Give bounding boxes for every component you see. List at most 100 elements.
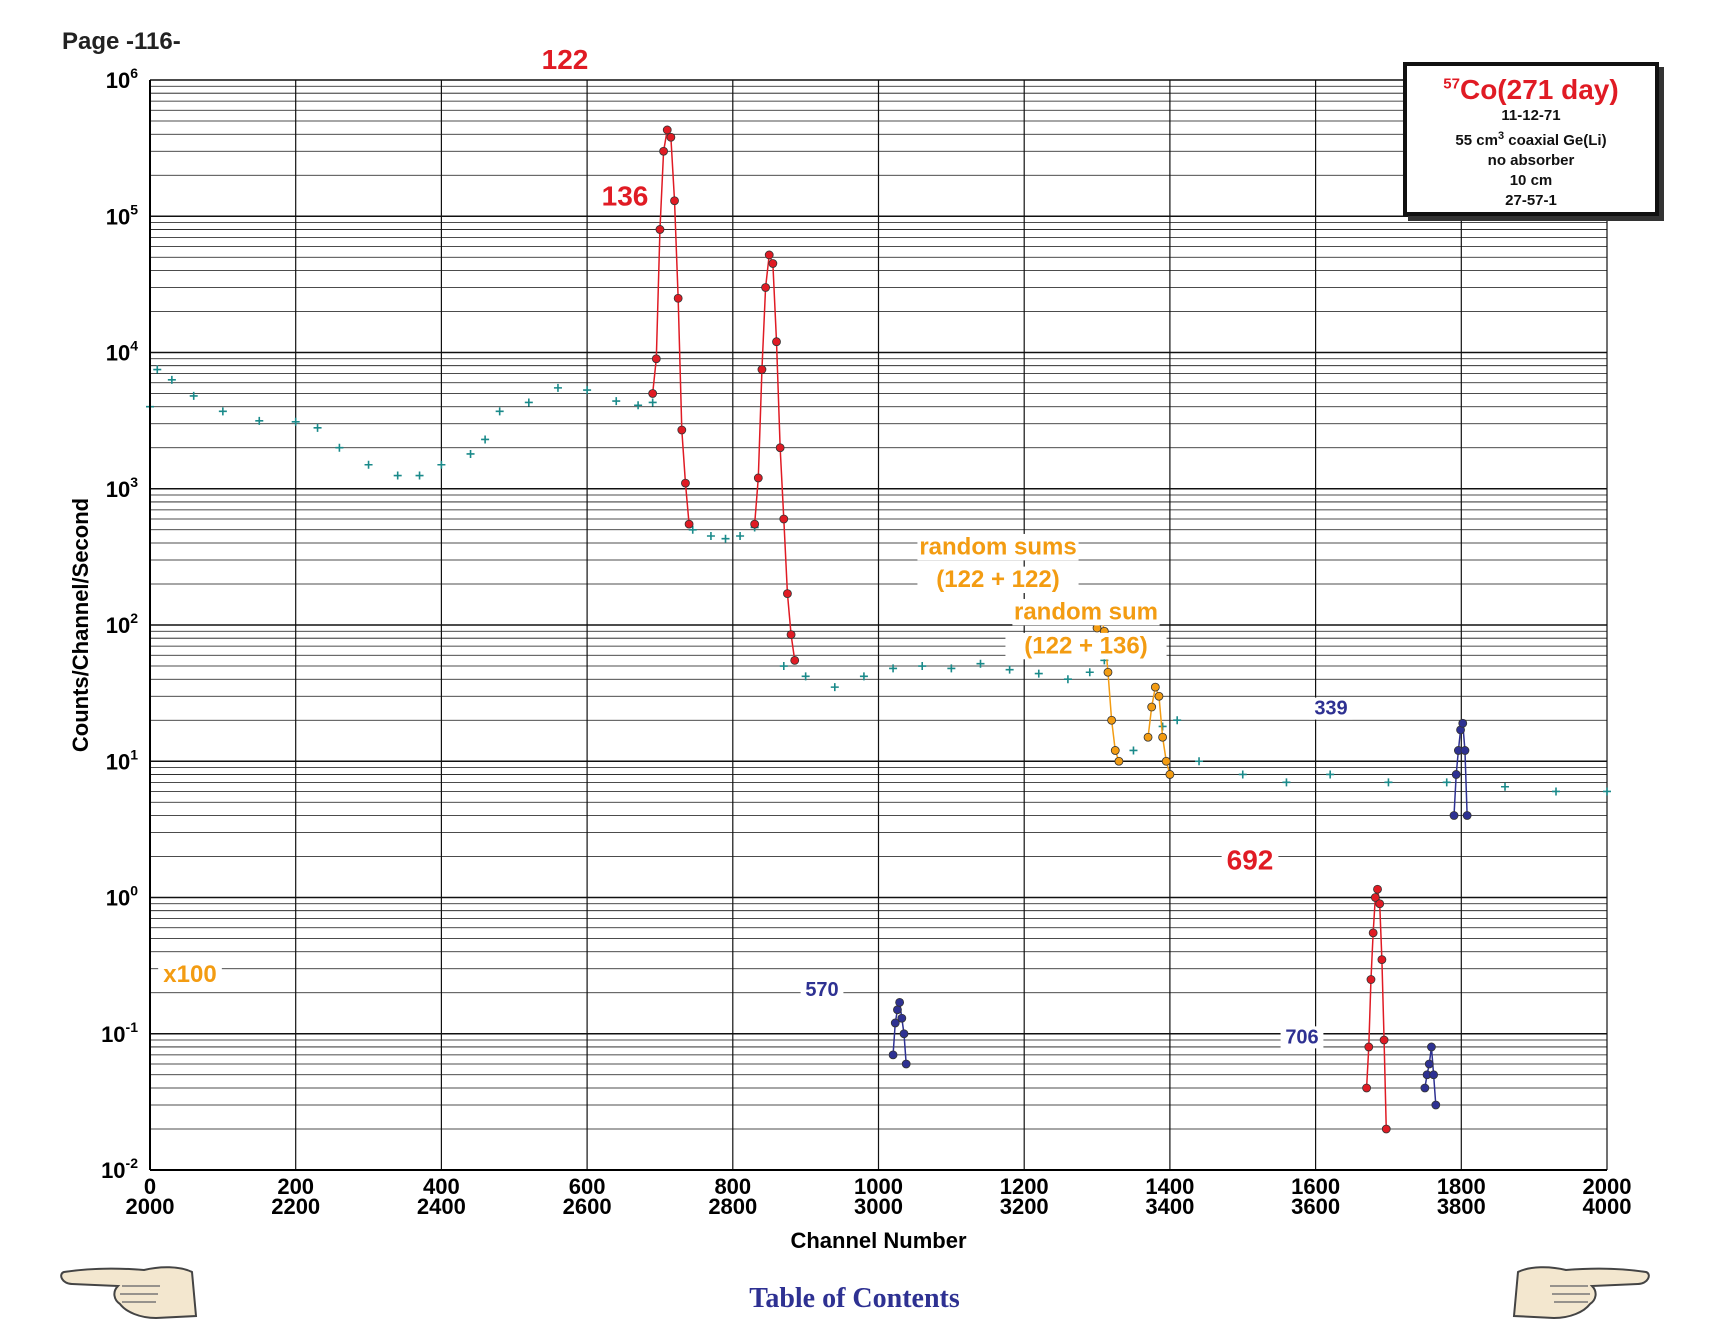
annotation-label: 136	[602, 180, 649, 211]
data-point	[1366, 975, 1376, 984]
data-point	[1552, 787, 1561, 796]
data-point	[524, 398, 533, 407]
series-sum-122-136	[1143, 682, 1175, 779]
annotations: 122 136 random sums (122 + 122) random sum (1…	[158, 44, 1353, 1049]
hand-pointing-left-icon[interactable]	[60, 1262, 200, 1320]
data-point	[893, 1005, 902, 1015]
legend-title: 57Co(271 day)	[1407, 74, 1655, 106]
data-point	[1449, 811, 1459, 820]
data-point	[466, 449, 475, 458]
data-point	[688, 525, 697, 534]
legend-absorber: no absorber	[1487, 152, 1575, 169]
x-tick-label-top-scale: 3400	[1145, 1194, 1194, 1219]
data-point	[1114, 756, 1124, 766]
data-point	[255, 416, 264, 425]
annotation-bg	[1005, 632, 1167, 660]
data-point	[189, 391, 198, 400]
series-line	[1365, 889, 1388, 1130]
data-point	[681, 478, 690, 488]
data-point	[612, 397, 621, 406]
data-point	[651, 354, 661, 364]
data-point	[1107, 715, 1117, 725]
data-point	[1377, 955, 1387, 965]
x-tick-label: 1200	[1000, 1174, 1049, 1199]
x-tick-label: 1000	[854, 1174, 903, 1199]
data-point	[1282, 778, 1291, 787]
data-point	[364, 460, 373, 469]
data-point	[1451, 770, 1461, 779]
x-tick-label: 200	[277, 1174, 314, 1199]
data-point	[976, 659, 985, 668]
x-axis-label: Channel Number	[790, 1228, 966, 1253]
data-point	[1085, 668, 1094, 677]
data-point	[1143, 732, 1153, 742]
data-point	[947, 664, 956, 673]
series-peak-136	[750, 250, 800, 665]
x-tick-label-top-scale: 3000	[854, 1194, 903, 1219]
x-tick-label-top-scale: 2800	[708, 1194, 757, 1219]
series-tail	[1195, 757, 1611, 796]
x-tick-label-top-scale: 3200	[1000, 1194, 1049, 1219]
data-point	[721, 534, 730, 543]
table-of-contents-link[interactable]: Table of Contents	[749, 1283, 960, 1314]
annotation-bg	[917, 566, 1079, 594]
data-point	[1462, 811, 1472, 820]
x-tick-label-top-scale: 2400	[417, 1194, 466, 1219]
data-point	[673, 293, 683, 303]
x-tick-label: 1600	[1291, 1174, 1340, 1199]
data-point	[1110, 746, 1120, 755]
legend-date: 11-12-71	[1501, 107, 1561, 124]
legend-id: 27-57-1	[1505, 192, 1557, 209]
data-point	[1063, 675, 1072, 684]
isotope-title: Co(271 day)	[1459, 74, 1619, 105]
data-point	[889, 664, 898, 673]
data-point	[437, 460, 446, 469]
data-point	[790, 655, 800, 665]
x-tick-label-top-scale: 2000	[126, 1194, 175, 1219]
annotation-label: (122 + 122)	[936, 566, 1059, 593]
data-point	[1147, 702, 1157, 712]
y-tick-label: 104	[106, 338, 138, 366]
legend-box: 57Co(271 day) 11-12-71 55 cm3 coaxial Ge…	[1403, 62, 1659, 216]
data-point	[779, 662, 788, 671]
x-tick-label: 400	[423, 1174, 460, 1199]
annotation-label: 122	[542, 44, 589, 75]
data-point	[1158, 732, 1168, 742]
y-tick-label: 101	[106, 746, 138, 774]
data-point	[750, 519, 760, 529]
grid	[149, 79, 1608, 1171]
data-point	[1458, 718, 1468, 728]
data-point	[1427, 1042, 1436, 1052]
series-spectrum-valley	[688, 523, 759, 543]
data-point	[415, 471, 424, 480]
data-point	[783, 589, 792, 599]
data-point	[1603, 787, 1611, 796]
data-point	[662, 125, 672, 135]
x-tick-label: 600	[569, 1174, 606, 1199]
series-peak-692	[1362, 884, 1391, 1134]
hand-pointing-right-icon[interactable]	[1510, 1262, 1650, 1320]
data-point	[1165, 770, 1175, 779]
data-point	[481, 435, 490, 444]
data-point	[1150, 682, 1160, 692]
annotation-label: random sums	[919, 533, 1076, 560]
data-point	[1424, 1059, 1434, 1069]
data-point	[1005, 665, 1014, 674]
data-point	[1103, 667, 1113, 677]
annotation-bg	[1221, 845, 1279, 877]
annotation-label: random sum	[1014, 598, 1158, 625]
data-point	[753, 473, 763, 483]
series-line	[651, 127, 690, 525]
x-tick-label: 1800	[1437, 1174, 1486, 1199]
data-point	[779, 514, 789, 524]
data-point	[888, 1050, 898, 1060]
data-point	[897, 1013, 907, 1023]
data-point	[1154, 691, 1164, 701]
data-point	[1364, 1042, 1374, 1052]
x-tick-label: 2000	[1583, 1174, 1632, 1199]
y-tick-label: 106	[106, 65, 138, 93]
data-point	[670, 196, 679, 206]
data-point	[859, 672, 868, 681]
data-point	[764, 250, 774, 260]
